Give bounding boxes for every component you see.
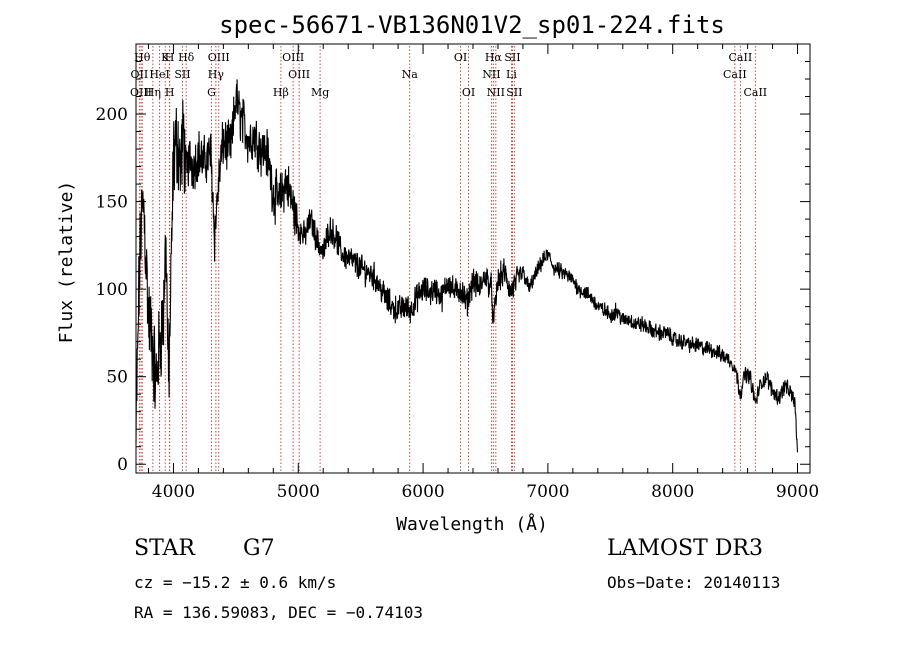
x-tick-label: 6000: [401, 482, 444, 502]
spectrum-series-line: [135, 79, 799, 453]
line-label: NII: [482, 68, 500, 81]
line-label: Hα: [485, 51, 503, 64]
line-label: OIII: [288, 68, 310, 81]
line-label: CaII: [729, 51, 753, 64]
line-label: CaII: [743, 86, 767, 99]
line-label: Hη: [145, 86, 161, 99]
object-subclass: G7: [243, 536, 275, 561]
line-label: SII: [174, 68, 190, 81]
y-tick-label: 100: [96, 280, 128, 300]
line-label: CaII: [723, 68, 747, 81]
y-tick-label: 50: [106, 368, 128, 388]
y-tick-label: 150: [96, 193, 128, 213]
y-axis-tick-labels: 0 50 100 150 200: [96, 105, 128, 475]
line-label: OI: [454, 51, 467, 64]
survey-name: LAMOST DR3: [607, 536, 763, 561]
line-label: OIII: [282, 51, 304, 64]
line-label: Hβ: [273, 86, 289, 99]
line-label: Hγ: [208, 68, 225, 81]
coordinates: RA = 136.59083, DEC = −0.74103: [134, 603, 423, 622]
line-label: OIII: [208, 51, 230, 64]
line-markers: [138, 46, 756, 473]
x-tick-label: 8000: [651, 482, 694, 502]
x-tick-label: 5000: [277, 482, 320, 502]
observation-date: Obs−Date: 20140113: [607, 573, 781, 592]
y-tick-label: 0: [117, 455, 128, 475]
x-axis-ticks: [147, 44, 799, 473]
line-label: SII: [506, 86, 522, 99]
line-label: K: [161, 51, 170, 64]
y-axis-label: Flux (relative): [56, 181, 77, 344]
line-label: Mg: [311, 86, 329, 99]
x-tick-label: 9000: [776, 482, 819, 502]
y-tick-label: 200: [96, 105, 128, 125]
plot-frame: [135, 43, 811, 474]
line-label: OI: [462, 86, 475, 99]
line-label: SII: [504, 51, 520, 64]
x-tick-label: 7000: [526, 482, 569, 502]
line-label: Hθ: [134, 51, 151, 64]
line-label: HeI: [149, 68, 169, 81]
line-label: H: [165, 51, 175, 64]
line-label: G: [207, 86, 216, 99]
line-label: OII: [131, 68, 149, 81]
x-axis-label: Wavelength (Å): [396, 513, 548, 535]
line-label: Na: [402, 68, 419, 81]
redshift-info: cz = −15.2 ± 0.6 km/s: [134, 573, 337, 592]
x-tick-label: 4000: [152, 482, 195, 502]
x-axis-tick-labels: 4000 5000 6000 7000 8000 9000: [152, 482, 819, 502]
chart-title: spec-56671-VB136N01V2_sp01-224.fits: [219, 11, 725, 39]
object-class: STAR: [134, 536, 195, 561]
line-label: OIII: [130, 86, 152, 99]
line-label: Hδ: [178, 51, 195, 64]
line-label: NII: [487, 86, 505, 99]
line-label: Li: [506, 68, 517, 81]
line-label: H: [165, 86, 175, 99]
